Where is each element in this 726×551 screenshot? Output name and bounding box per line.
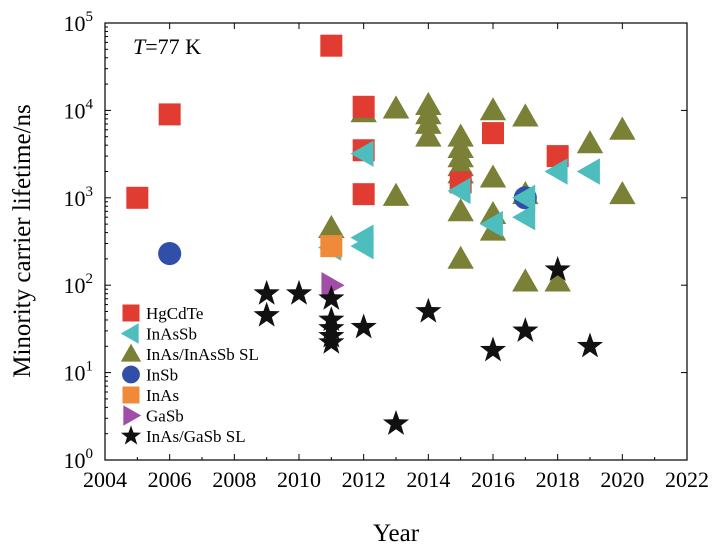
point-inas-gasb-sl xyxy=(253,301,280,327)
point-inassb xyxy=(479,210,503,238)
y-tick-label: 103 xyxy=(64,184,94,211)
legend-label-hgcdte: HgCdTe xyxy=(146,304,203,323)
point-inas-inassb-sl xyxy=(512,268,539,292)
point-inas-gasb-sl xyxy=(318,328,345,354)
point-inas-inassb-sl xyxy=(544,268,571,292)
point-hgcdte xyxy=(352,183,375,206)
point-inas-inassb-sl xyxy=(479,164,507,188)
point-insb xyxy=(158,242,182,266)
point-inas xyxy=(320,235,343,258)
point-inas-inassb-sl xyxy=(447,198,474,222)
legend-marker-hgcdte xyxy=(122,304,140,322)
point-inassb xyxy=(512,184,536,211)
x-tick-label: 2008 xyxy=(212,467,256,492)
legend-label-inas-gasb-sl: InAs/GaSb SL xyxy=(146,427,246,446)
point-hgcdte xyxy=(352,95,375,118)
x-tick-label: 2022 xyxy=(665,467,709,492)
point-inassb xyxy=(576,158,600,185)
y-tick-label: 100 xyxy=(64,446,94,473)
y-tick-label: 105 xyxy=(64,9,94,36)
x-tick-label: 2010 xyxy=(277,467,321,492)
x-tick-label: 2012 xyxy=(342,467,386,492)
point-inas-inassb-sl xyxy=(512,103,539,127)
point-inas-inassb-sl xyxy=(447,245,474,269)
x-tick-label: 2004 xyxy=(83,467,127,492)
x-axis-ticks: 2004 2006 2008 2010 2012 2014 2016 2018 2020 2022 xyxy=(83,23,709,492)
point-inas-gasb-sl xyxy=(382,409,410,435)
x-tick-label: 2020 xyxy=(600,467,644,492)
point-inas-inassb-sl xyxy=(415,110,442,134)
data-points xyxy=(126,34,636,435)
point-inassb xyxy=(512,203,536,231)
point-inas-inassb-sl xyxy=(479,97,507,121)
y-axis-label: Minority carrier lifetime/ns xyxy=(9,104,36,378)
legend-marker-inas-gasb-sl xyxy=(120,425,142,445)
legend-marker-inassb xyxy=(120,323,139,344)
point-inas-inassb-sl xyxy=(382,95,410,119)
x-tick-label: 2016 xyxy=(471,467,515,492)
point-inas-gasb-sl xyxy=(576,332,604,358)
annotation-italic: T xyxy=(133,34,147,59)
point-inas-gasb-sl xyxy=(350,313,377,339)
point-inas-inassb-sl xyxy=(576,130,604,154)
point-inas-gasb-sl xyxy=(544,256,571,281)
x-axis-label: Year xyxy=(373,520,420,547)
point-inas-inassb-sl xyxy=(609,180,636,205)
legend-marker-gasb xyxy=(123,405,142,426)
temperature-annotation: T=77 K xyxy=(133,34,201,59)
y-axis-ticks: 100 101 102 103 104 105 xyxy=(64,9,687,473)
point-inas-gasb-sl xyxy=(512,317,539,343)
point-hgcdte xyxy=(126,186,149,209)
point-hgcdte xyxy=(158,103,181,126)
point-inas-gasb-sl xyxy=(285,279,313,305)
point-gasb xyxy=(321,272,345,299)
legend-label-inassb: InAsSb xyxy=(146,325,197,344)
point-inassb xyxy=(350,232,374,260)
legend-marker-inas-inassb-sl xyxy=(120,343,142,362)
point-inas-gasb-sl xyxy=(253,279,280,305)
legend-label-inas: InAs xyxy=(146,386,179,405)
plot-frame xyxy=(104,22,688,461)
legend-label-insb: InSb xyxy=(146,366,178,385)
legend-marker-insb xyxy=(122,365,140,384)
point-hgcdte xyxy=(482,122,504,145)
x-tick-label: 2006 xyxy=(148,467,192,492)
annotation-rest: =77 K xyxy=(145,34,201,59)
legend-label-inas-inassb-sl: InAs/InAsSb SL xyxy=(146,345,259,364)
point-inas-gasb-sl xyxy=(318,284,345,310)
point-hgcdte xyxy=(320,34,343,57)
y-tick-label: 104 xyxy=(64,96,94,123)
y-tick-label: 102 xyxy=(64,271,94,298)
point-inas-inassb-sl xyxy=(415,123,442,147)
point-inas-gasb-sl xyxy=(479,336,507,362)
x-tick-label: 2018 xyxy=(536,467,580,492)
y-tick-label: 101 xyxy=(64,359,94,386)
point-inassb xyxy=(544,158,568,185)
legend-marker-inas xyxy=(122,386,140,404)
point-inas-inassb-sl xyxy=(609,116,636,140)
point-inas-inassb-sl xyxy=(382,182,410,206)
point-inassb xyxy=(447,177,471,205)
point-inas-gasb-sl xyxy=(415,297,442,323)
point-inas-inassb-sl xyxy=(318,214,345,239)
x-tick-label: 2014 xyxy=(406,467,450,492)
legend-label-gasb: GaSb xyxy=(146,407,184,426)
point-inassb xyxy=(350,140,374,167)
